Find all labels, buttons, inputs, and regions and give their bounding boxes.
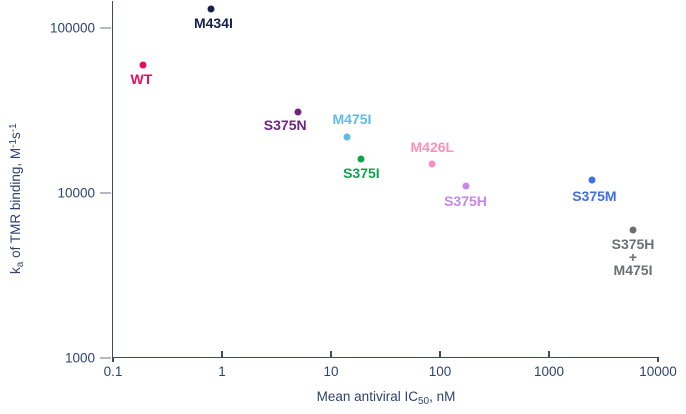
x-tick-mark: [657, 357, 659, 362]
x-tick-mark: [330, 351, 332, 357]
x-tick-mark: [548, 351, 550, 357]
x-tick-label: 10: [323, 364, 339, 379]
data-point: [588, 176, 596, 184]
y-tick-mark: [100, 27, 111, 29]
data-point: [207, 5, 215, 13]
data-point-label-line: S375H: [611, 235, 655, 252]
data-point-label-line: M475I: [332, 110, 372, 127]
data-point: [428, 160, 436, 168]
x-tick-mark: [221, 351, 223, 357]
data-point-label: WT: [130, 70, 153, 87]
data-point-label: M434I: [193, 15, 233, 32]
x-tick-label: 100: [428, 364, 452, 379]
data-point-label-line: M426L: [410, 138, 455, 155]
y-tick-mark: [100, 192, 111, 194]
data-point: [629, 226, 637, 234]
y-axis-title: ka of TMR binding, M-1s-1: [8, 123, 26, 274]
data-point-label: S375N: [263, 116, 307, 133]
data-point: [139, 61, 147, 69]
data-point-label-line: M434I: [193, 15, 233, 32]
data-point-label: M426L: [410, 138, 455, 155]
x-axis-title: Mean antiviral IC50, nM: [316, 389, 456, 407]
data-point-label-line: S375I: [343, 165, 380, 182]
data-point: [294, 108, 302, 116]
x-tick-mark: [112, 357, 114, 362]
data-point-label-line: M475I: [613, 261, 653, 278]
x-tick-label: 1: [218, 364, 226, 379]
x-tick-label: 1000: [533, 364, 565, 379]
data-point-label-line: S375N: [263, 116, 307, 133]
data-point: [462, 182, 470, 190]
data-point-label: M475I: [332, 110, 372, 127]
data-point: [357, 155, 365, 163]
data-point-label: S375H: [444, 193, 487, 210]
y-tick-mark: [100, 357, 111, 359]
data-point-label: S375I: [343, 165, 380, 182]
data-point-label: S375M: [572, 187, 617, 204]
x-axis-line: [111, 356, 659, 359]
y-tick-label: 10000: [57, 185, 95, 201]
x-tick-label: 10000: [639, 364, 677, 379]
y-tick-label: 100000: [49, 20, 95, 36]
data-point-label-line: WT: [130, 70, 153, 87]
x-tick-mark: [439, 351, 441, 357]
x-tick-label: 0.1: [103, 364, 123, 379]
y-tick-label: 1000: [64, 350, 95, 366]
data-point-label: S375H + M475I: [611, 235, 655, 278]
data-point-label-line: +: [628, 248, 638, 265]
y-axis-line: [111, 1, 113, 358]
data-point-label-line: S375H: [444, 193, 487, 210]
data-point: [343, 133, 351, 140]
data-point-label-line: S375M: [572, 187, 617, 204]
